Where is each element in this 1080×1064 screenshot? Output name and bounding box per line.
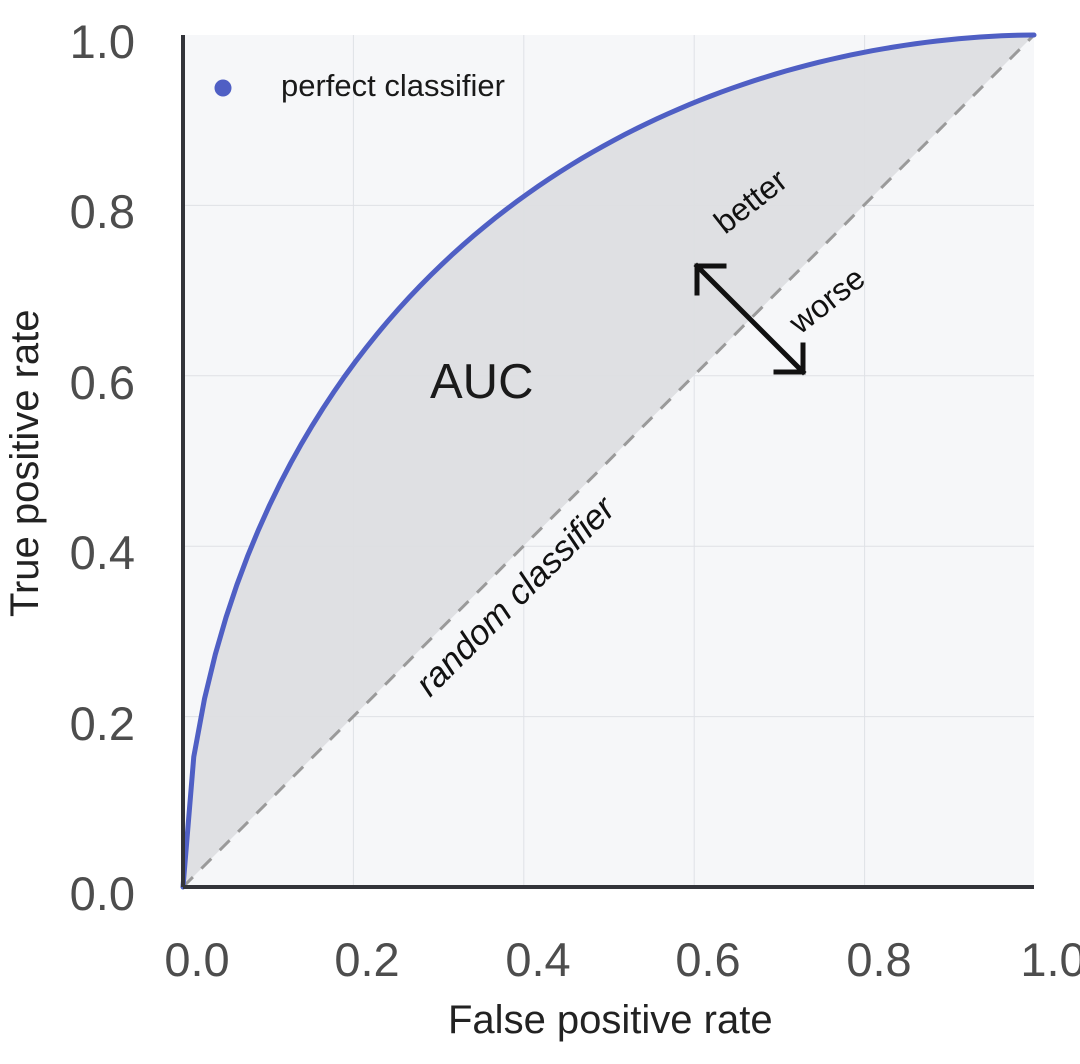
svg-text:AUC: AUC [430,355,533,409]
